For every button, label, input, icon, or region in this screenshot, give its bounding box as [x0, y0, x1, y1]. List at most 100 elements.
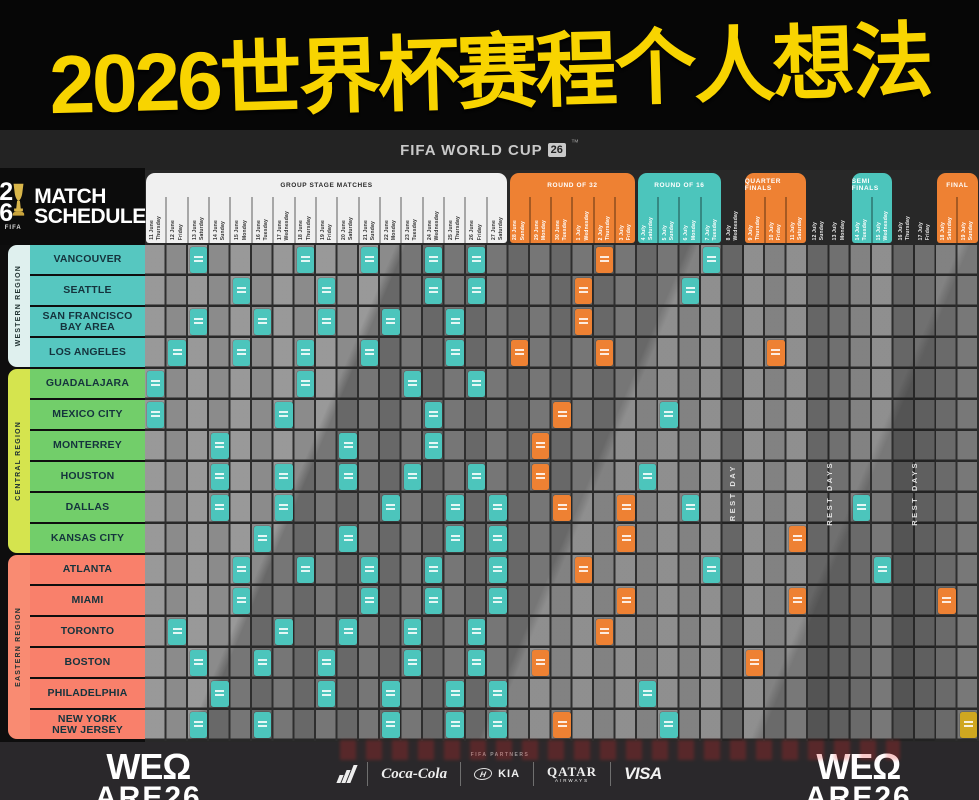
match-cell: [382, 680, 400, 707]
vertical-label: 16 July: [897, 221, 904, 240]
match-cell: [638, 463, 657, 490]
match-cell: [275, 463, 293, 490]
vertical-label: Friday: [925, 223, 932, 240]
match-cell: [425, 277, 443, 304]
vertical-label: 29 June: [533, 219, 540, 240]
match-cell: [382, 494, 400, 521]
date-cell: 7 July Tuesday: [699, 197, 721, 243]
page-title: 2026世界杯赛程个人想法: [47, 15, 932, 131]
match-cell: [382, 308, 400, 335]
match-cell: [531, 432, 550, 459]
match-cell: [467, 463, 486, 490]
match-cell: [425, 556, 443, 583]
match-cell: [211, 494, 229, 521]
match-cell: [403, 649, 421, 676]
match-cell: [467, 246, 486, 273]
city-row-label: TORONTO: [30, 617, 145, 646]
match-cell: [339, 463, 357, 490]
city-name: VANCOUVER: [53, 253, 122, 266]
vertical-label: Monday: [391, 219, 398, 240]
match-cell: [467, 618, 486, 645]
vertical-label: Monday: [690, 219, 697, 240]
divider: [610, 762, 612, 786]
match-cell: [318, 277, 336, 304]
vertical-label: 18 July: [940, 221, 947, 240]
vertical-label: Friday: [776, 223, 783, 240]
match-cell: [617, 494, 635, 521]
section-rest3: 16 July Thursday 17 July Friday: [894, 173, 934, 243]
match-cell: [360, 246, 379, 273]
date-cell: 10 July Friday: [763, 197, 785, 243]
vertical-label: Thursday: [455, 215, 462, 240]
vertical-label: Sunday: [369, 220, 376, 240]
wc26-logo-badge: 26: [547, 143, 566, 157]
match-cell: [403, 370, 421, 397]
red-watermark: [340, 740, 900, 760]
city-name: GUADALAJARA: [45, 377, 130, 390]
vertical-label: 18 June: [298, 219, 305, 240]
visa-logo: VISA: [624, 764, 662, 783]
vertical-label: WESTERN REGION: [14, 265, 22, 347]
vertical-label: EASTERN REGION: [14, 607, 22, 687]
match-cell: [574, 277, 593, 304]
date-cell: 13 July Monday: [829, 197, 849, 243]
date-cell: 22 June Monday: [378, 197, 400, 243]
vertical-label: 14 June: [213, 219, 219, 240]
section-round32: ROUND OF 32 28 June Sunday 29 June Monday 30 …: [509, 173, 636, 243]
vertical-label: Monday: [241, 219, 248, 240]
city-name: NEW JERSEY: [52, 723, 123, 736]
section-semifinals: SEMI FINALS 14 July Tuesday 15 July Wednesda…: [851, 173, 892, 243]
vertical-label: REST DAY: [728, 464, 738, 522]
vertical-label: 20 June: [341, 219, 348, 240]
date-cell: 11 July Saturday: [785, 197, 806, 243]
vertical-label: 1 July: [576, 224, 583, 240]
match-cell: [253, 308, 272, 335]
city-name: MONTERREY: [53, 439, 122, 452]
city-row-label: HOUSTON: [30, 462, 145, 491]
rest-days-column: REST DAYS: [893, 245, 937, 741]
city-name: LOS ANGELES: [48, 346, 127, 359]
fifa-partners-label: FIFA PARTNERS: [470, 752, 530, 758]
date-cell: 25 June Thursday: [443, 197, 464, 243]
match-cell: [339, 618, 357, 645]
match-cell: [489, 711, 507, 738]
date-cell: 23 June Tuesday: [400, 197, 421, 243]
match-cell: [382, 711, 400, 738]
section-header-label: QUARTER FINALS: [744, 178, 782, 192]
match-cell: [745, 649, 764, 676]
section-rest1: 8 July Wednesday: [723, 173, 742, 243]
match-cell: [253, 711, 272, 738]
city-name: HOUSTON: [60, 470, 115, 483]
match-cell: [339, 525, 357, 552]
match-cell: [360, 556, 379, 583]
match-cell: [446, 339, 464, 366]
match-cell: [318, 680, 336, 707]
match-cell: [553, 711, 571, 738]
city-name: MIAMI: [71, 594, 104, 607]
section-header-label: [809, 173, 849, 197]
divider: [460, 762, 462, 786]
schedule-grid: [145, 245, 979, 741]
match-cell: [959, 711, 978, 738]
date-cell: 27 June Saturday: [485, 197, 507, 243]
match-cell: [467, 649, 486, 676]
match-cell: [660, 401, 678, 428]
match-cell: [296, 370, 315, 397]
vertical-label: 6 July: [683, 224, 690, 240]
match-cell: [211, 432, 229, 459]
vertical-label: 19 July: [961, 221, 968, 240]
city-name: PHILADELPHIA: [47, 687, 128, 700]
vertical-label: 17 June: [277, 219, 284, 240]
vertical-label: Wednesday: [583, 210, 590, 241]
match-cell: [168, 339, 186, 366]
city-name: ATLANTA: [62, 563, 113, 576]
vertical-label: 28 June: [512, 219, 519, 240]
date-cell: 11 June Thursday: [146, 197, 165, 243]
section-final: FINAL 18 July Saturday 19 July Sunday: [937, 173, 978, 243]
match-cell: [189, 308, 208, 335]
date-cell: 28 June Sunday: [510, 197, 529, 243]
match-cell: [788, 587, 806, 614]
vertical-label: 3 July: [618, 224, 625, 240]
vertical-label: Tuesday: [562, 218, 569, 240]
